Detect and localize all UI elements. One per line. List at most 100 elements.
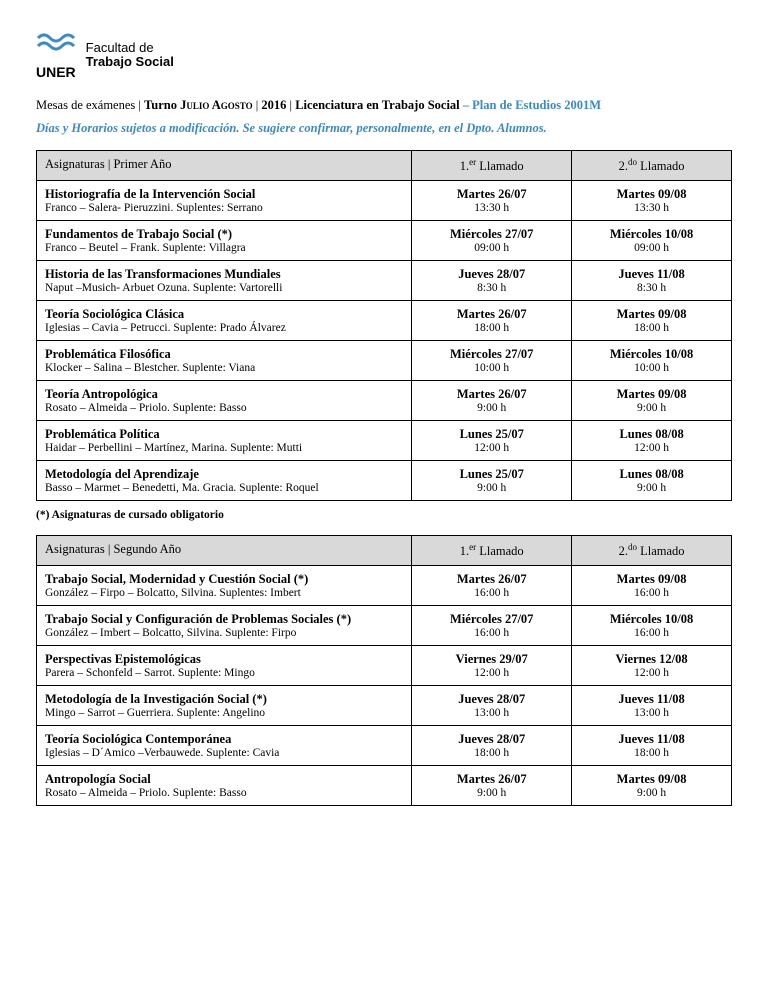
call2-day: Martes 09/08 [580,187,723,202]
call1-day: Martes 26/07 [420,187,563,202]
cell-subject: Historia de las Transformaciones Mundial… [37,261,412,301]
call2-day: Martes 09/08 [580,307,723,322]
call1-day: Miércoles 27/07 [420,612,563,627]
call2-day: Miércoles 10/08 [580,612,723,627]
call1-day: Martes 26/07 [420,387,563,402]
call1-day: Lunes 25/07 [420,467,563,482]
logo-text: Facultad de Trabajo Social [86,41,174,68]
title-career: Licenciatura en Trabajo Social [295,98,459,112]
cell-call2: Martes 09/0818:00 h [572,301,732,341]
call1-time: 13:00 h [420,707,563,719]
cell-subject: Fundamentos de Trabajo Social (*)Franco … [37,221,412,261]
call2-time: 9:00 h [580,787,723,799]
call2-time: 9:00 h [580,402,723,414]
cell-subject: Problemática FilosóficaKlocker – Salina … [37,341,412,381]
title-turno-value: Julio Agosto [180,98,253,112]
cell-call1: Jueves 28/0713:00 h [412,686,572,726]
table-row: Trabajo Social y Configuración de Proble… [37,606,732,646]
call1-day: Miércoles 27/07 [420,347,563,362]
call2-day: Jueves 11/08 [580,732,723,747]
call1-day: Lunes 25/07 [420,427,563,442]
table-row: Trabajo Social, Modernidad y Cuestión So… [37,566,732,606]
cell-call1: Miércoles 27/0710:00 h [412,341,572,381]
call2-time: 09:00 h [580,242,723,254]
call2-time: 16:00 h [580,587,723,599]
call1-day: Viernes 29/07 [420,652,563,667]
table-row: Metodología de la Investigación Social (… [37,686,732,726]
subject-professors: Naput –Musich- Arbuet Ozuna. Suplente: V… [45,282,403,294]
call1-time: 18:00 h [420,747,563,759]
call2-time: 13:00 h [580,707,723,719]
cell-call2: Viernes 12/0812:00 h [572,646,732,686]
cell-call1: Martes 26/0716:00 h [412,566,572,606]
call2-time: 12:00 h [580,667,723,679]
subject-name: Fundamentos de Trabajo Social (*) [45,227,403,242]
call1-time: 13:30 h [420,202,563,214]
subject-name: Teoría Sociológica Contemporánea [45,732,403,747]
cell-subject: Teoría Sociológica ClásicaIglesias – Cav… [37,301,412,341]
cell-call1: Lunes 25/079:00 h [412,461,572,501]
logo-uner-text: UNER [36,64,76,80]
cell-call2: Martes 09/089:00 h [572,381,732,421]
cell-subject: Metodología de la Investigación Social (… [37,686,412,726]
table-row: Problemática PolíticaHaidar – Perbellini… [37,421,732,461]
cell-call2: Jueves 11/0813:00 h [572,686,732,726]
cell-subject: Teoría AntropológicaRosato – Almeida – P… [37,381,412,421]
table-row: Fundamentos de Trabajo Social (*)Franco … [37,221,732,261]
title-turno-label: Turno [144,98,180,112]
call1-time: 12:00 h [420,667,563,679]
footnote: (*) Asignaturas de cursado obligatorio [36,509,732,521]
tables-container: Asignaturas | Primer Año1.er Llamado2.do… [36,150,732,806]
subject-professors: González – Firpo – Bolcatto, Silvina. Su… [45,587,403,599]
title-plan: – Plan de Estudios 2001M [463,98,601,112]
table-row: Teoría Sociológica ContemporáneaIglesias… [37,726,732,766]
call2-time: 9:00 h [580,482,723,494]
cell-subject: Antropología SocialRosato – Almeida – Pr… [37,766,412,806]
call2-time: 12:00 h [580,442,723,454]
col-header-call1: 1.er Llamado [412,536,572,566]
call1-day: Martes 26/07 [420,307,563,322]
call1-time: 9:00 h [420,787,563,799]
subject-name: Metodología del Aprendizaje [45,467,403,482]
subject-professors: Basso – Marmet – Benedetti, Ma. Gracia. … [45,482,403,494]
subject-name: Historiografía de la Intervención Social [45,187,403,202]
cell-call1: Martes 26/0713:30 h [412,181,572,221]
call1-day: Martes 26/07 [420,572,563,587]
subject-professors: Iglesias – D´Amico –Verbauwede. Suplente… [45,747,403,759]
logo-faculty-line1: Facultad de [86,41,174,55]
call2-day: Lunes 08/08 [580,427,723,442]
call2-time: 8:30 h [580,282,723,294]
call1-time: 9:00 h [420,402,563,414]
subject-name: Antropología Social [45,772,403,787]
subject-professors: Franco – Salera- Pieruzzini. Suplentes: … [45,202,403,214]
subject-name: Perspectivas Epistemológicas [45,652,403,667]
call1-day: Jueves 28/07 [420,692,563,707]
table-row: Teoría Sociológica ClásicaIglesias – Cav… [37,301,732,341]
col-header-call1: 1.er Llamado [412,151,572,181]
cell-call1: Lunes 25/0712:00 h [412,421,572,461]
call1-day: Jueves 28/07 [420,732,563,747]
call2-time: 13:30 h [580,202,723,214]
col-header-call2: 2.do Llamado [572,151,732,181]
call2-time: 10:00 h [580,362,723,374]
call2-day: Martes 09/08 [580,572,723,587]
subject-professors: Rosato – Almeida – Priolo. Suplente: Bas… [45,787,403,799]
subject-name: Trabajo Social y Configuración de Proble… [45,612,403,627]
cell-call2: Miércoles 10/0816:00 h [572,606,732,646]
table-row: Perspectivas EpistemológicasParera – Sch… [37,646,732,686]
subject-name: Teoría Sociológica Clásica [45,307,403,322]
subject-name: Problemática Política [45,427,403,442]
subject-professors: Haidar – Perbellini – Martínez, Marina. … [45,442,403,454]
cell-call2: Lunes 08/0812:00 h [572,421,732,461]
cell-call1: Martes 26/079:00 h [412,381,572,421]
cell-call1: Viernes 29/0712:00 h [412,646,572,686]
cell-call2: Jueves 11/088:30 h [572,261,732,301]
logo-block: UNER Facultad de Trabajo Social [36,30,732,80]
exam-table: Asignaturas | Primer Año1.er Llamado2.do… [36,150,732,501]
cell-call1: Martes 26/079:00 h [412,766,572,806]
subject-name: Teoría Antropológica [45,387,403,402]
subject-professors: Klocker – Salina – Blestcher. Suplente: … [45,362,403,374]
cell-call2: Lunes 08/089:00 h [572,461,732,501]
subject-name: Trabajo Social, Modernidad y Cuestión So… [45,572,403,587]
subject-name: Problemática Filosófica [45,347,403,362]
